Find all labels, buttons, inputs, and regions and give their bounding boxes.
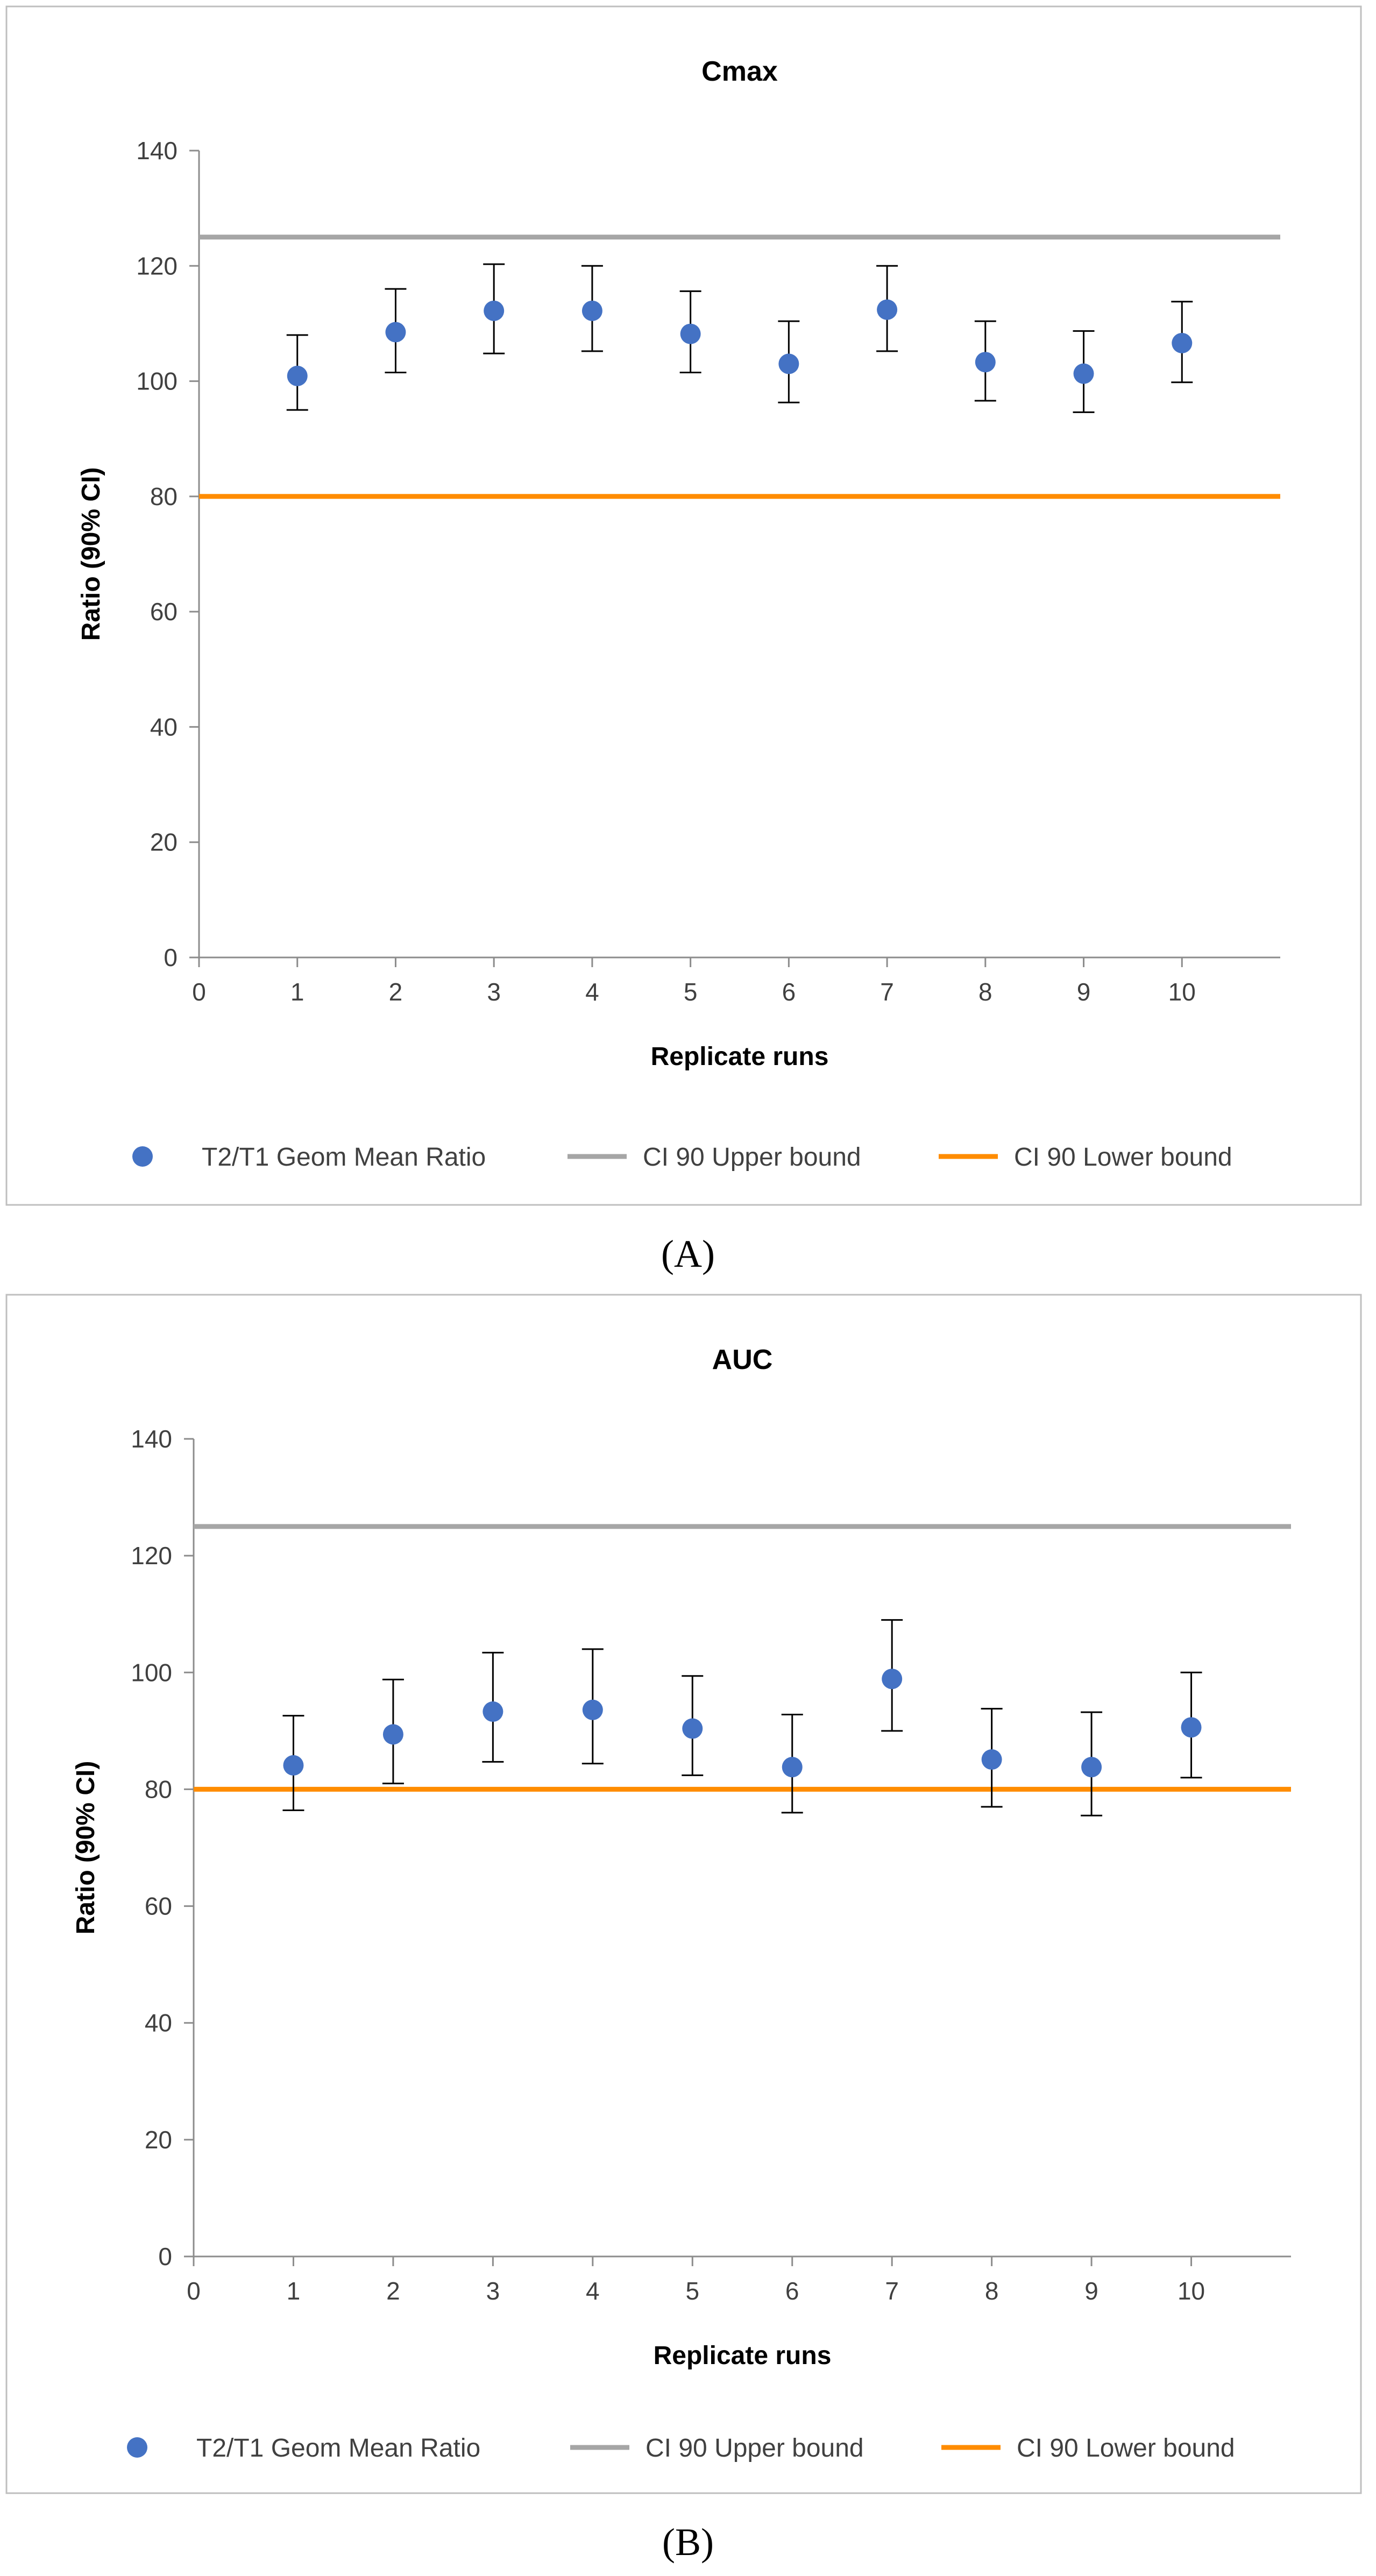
data-point bbox=[582, 1699, 603, 1720]
legend-marker-geom-mean bbox=[127, 2437, 147, 2458]
x-tick-label: 4 bbox=[586, 2277, 600, 2305]
y-tick-label: 140 bbox=[131, 1425, 172, 1453]
chart-frame bbox=[5, 5, 1362, 1206]
y-tick-label: 60 bbox=[150, 598, 178, 626]
y-tick-label: 0 bbox=[158, 2243, 172, 2270]
y-axis-label: Ratio (90% CI) bbox=[77, 467, 105, 641]
data-point bbox=[1073, 363, 1094, 384]
y-tick-label: 60 bbox=[145, 1892, 172, 1920]
data-point bbox=[287, 365, 308, 386]
cmax-chart: Cmax 0 20 40 60 80 100 120 140 0 1 2 3 4 5 6 7 8 9 10 Replic… bbox=[5, 5, 1362, 1206]
y-tick-label: 40 bbox=[145, 2009, 172, 2037]
auc-chart: AUC 0 20 40 60 80 100 120 140 0 1 2 3 4 5 6 7 8 9 10 Replica… bbox=[5, 1294, 1362, 2494]
data-point bbox=[1081, 1757, 1102, 1778]
x-tick-label: 0 bbox=[187, 2277, 201, 2305]
legend-label-lower-bound: CI 90 Lower bound bbox=[1017, 2434, 1235, 2463]
data-point bbox=[484, 300, 505, 321]
y-tick-label: 120 bbox=[131, 1542, 172, 1570]
data-point bbox=[680, 323, 701, 344]
data-point bbox=[1172, 332, 1193, 353]
data-point bbox=[682, 1718, 703, 1739]
data-point bbox=[283, 1755, 304, 1776]
legend-marker-geom-mean bbox=[132, 1146, 153, 1167]
x-tick-label: 10 bbox=[1168, 978, 1196, 1006]
legend-label-upper-bound: CI 90 Upper bound bbox=[643, 1143, 861, 1172]
x-tick-label: 2 bbox=[386, 2277, 400, 2305]
x-tick-label: 7 bbox=[880, 978, 894, 1006]
y-tick-label: 100 bbox=[131, 1658, 172, 1686]
legend-label-upper-bound: CI 90 Upper bound bbox=[646, 2434, 864, 2463]
data-point bbox=[975, 352, 996, 373]
y-tick-label: 0 bbox=[164, 943, 178, 971]
x-tick-label: 7 bbox=[885, 2277, 899, 2305]
x-tick-label: 5 bbox=[685, 2277, 699, 2305]
y-tick-label: 100 bbox=[136, 367, 178, 395]
legend-label-geom-mean: T2/T1 Geom Mean Ratio bbox=[202, 1143, 486, 1172]
data-point bbox=[981, 1749, 1002, 1770]
y-tick-label: 20 bbox=[150, 828, 178, 856]
x-tick-label: 9 bbox=[1084, 2277, 1098, 2305]
x-tick-label: 1 bbox=[287, 2277, 301, 2305]
x-tick-label: 2 bbox=[389, 978, 403, 1006]
panel-label-b: (B) bbox=[662, 2521, 714, 2564]
data-point bbox=[581, 300, 602, 321]
y-tick-label: 40 bbox=[150, 713, 178, 741]
x-tick-label: 6 bbox=[785, 2277, 799, 2305]
data-point bbox=[1181, 1717, 1202, 1738]
x-tick-label: 0 bbox=[192, 978, 206, 1006]
y-tick-label: 80 bbox=[145, 1775, 172, 1803]
x-tick-label: 10 bbox=[1178, 2277, 1205, 2305]
data-point bbox=[382, 1724, 403, 1745]
x-tick-label: 1 bbox=[290, 978, 304, 1006]
data-point bbox=[782, 1757, 803, 1778]
panel-label-a: (A) bbox=[661, 1232, 715, 1275]
y-tick-label: 20 bbox=[145, 2126, 172, 2154]
x-tick-label: 9 bbox=[1077, 978, 1091, 1006]
x-tick-label: 3 bbox=[486, 2277, 500, 2305]
x-axis-label: Replicate runs bbox=[654, 2341, 832, 2370]
data-point bbox=[778, 353, 799, 374]
x-tick-label: 8 bbox=[978, 978, 992, 1006]
x-tick-label: 6 bbox=[782, 978, 796, 1006]
x-tick-label: 4 bbox=[585, 978, 599, 1006]
x-axis-label: Replicate runs bbox=[651, 1042, 829, 1071]
y-tick-label: 80 bbox=[150, 482, 178, 510]
data-point bbox=[877, 299, 898, 320]
y-tick-label: 120 bbox=[136, 252, 178, 280]
data-point bbox=[483, 1701, 503, 1722]
chart-frame bbox=[5, 1294, 1362, 2494]
y-axis-label: Ratio (90% CI) bbox=[72, 1761, 100, 1935]
x-tick-label: 3 bbox=[487, 978, 501, 1006]
data-point bbox=[385, 322, 406, 343]
legend-label-geom-mean: T2/T1 Geom Mean Ratio bbox=[196, 2434, 480, 2463]
chart-title: AUC bbox=[712, 1344, 773, 1375]
y-tick-label: 140 bbox=[136, 137, 178, 165]
x-tick-label: 8 bbox=[985, 2277, 999, 2305]
data-point bbox=[882, 1669, 903, 1690]
x-tick-label: 5 bbox=[684, 978, 698, 1006]
chart-title: Cmax bbox=[701, 56, 778, 87]
legend-label-lower-bound: CI 90 Lower bound bbox=[1014, 1143, 1232, 1172]
